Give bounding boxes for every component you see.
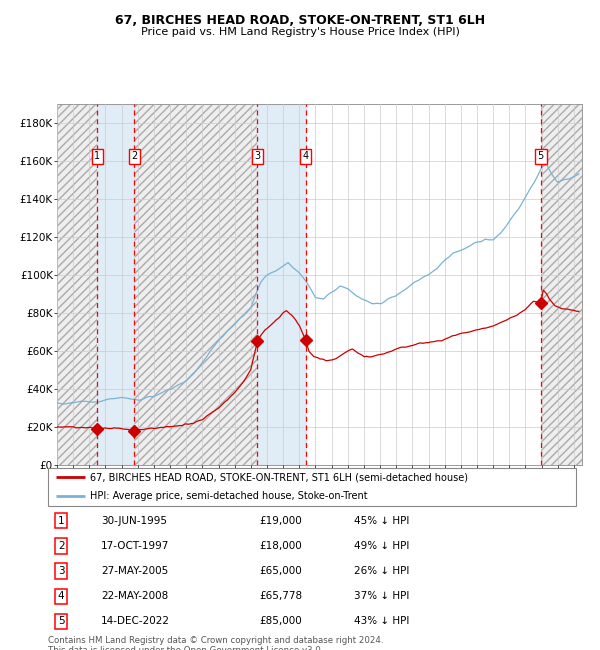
Text: 49% ↓ HPI: 49% ↓ HPI — [354, 541, 410, 551]
Text: 22-MAY-2008: 22-MAY-2008 — [101, 591, 168, 601]
Text: £18,000: £18,000 — [259, 541, 302, 551]
Text: 45% ↓ HPI: 45% ↓ HPI — [354, 516, 410, 526]
Text: 3: 3 — [254, 151, 260, 161]
Text: £85,000: £85,000 — [259, 616, 302, 626]
Text: 30-JUN-1995: 30-JUN-1995 — [101, 516, 167, 526]
Text: HPI: Average price, semi-detached house, Stoke-on-Trent: HPI: Average price, semi-detached house,… — [90, 491, 368, 501]
Text: 17-OCT-1997: 17-OCT-1997 — [101, 541, 169, 551]
Text: 5: 5 — [58, 616, 65, 626]
Text: 2: 2 — [131, 151, 137, 161]
Text: 4: 4 — [302, 151, 308, 161]
Text: 27-MAY-2005: 27-MAY-2005 — [101, 566, 168, 576]
Text: £65,000: £65,000 — [259, 566, 302, 576]
Text: 5: 5 — [538, 151, 544, 161]
Text: 3: 3 — [58, 566, 65, 576]
Text: Contains HM Land Registry data © Crown copyright and database right 2024.
This d: Contains HM Land Registry data © Crown c… — [48, 636, 383, 650]
Text: 26% ↓ HPI: 26% ↓ HPI — [354, 566, 410, 576]
Text: 67, BIRCHES HEAD ROAD, STOKE-ON-TRENT, ST1 6LH (semi-detached house): 67, BIRCHES HEAD ROAD, STOKE-ON-TRENT, S… — [90, 473, 468, 482]
Text: 43% ↓ HPI: 43% ↓ HPI — [354, 616, 410, 626]
Text: 1: 1 — [94, 151, 100, 161]
Text: Price paid vs. HM Land Registry's House Price Index (HPI): Price paid vs. HM Land Registry's House … — [140, 27, 460, 37]
Text: 1: 1 — [58, 516, 65, 526]
Text: 4: 4 — [58, 591, 65, 601]
Text: £65,778: £65,778 — [259, 591, 302, 601]
Text: 14-DEC-2022: 14-DEC-2022 — [101, 616, 170, 626]
Text: 2: 2 — [58, 541, 65, 551]
Text: £19,000: £19,000 — [259, 516, 302, 526]
Text: 67, BIRCHES HEAD ROAD, STOKE-ON-TRENT, ST1 6LH: 67, BIRCHES HEAD ROAD, STOKE-ON-TRENT, S… — [115, 14, 485, 27]
Text: 37% ↓ HPI: 37% ↓ HPI — [354, 591, 410, 601]
